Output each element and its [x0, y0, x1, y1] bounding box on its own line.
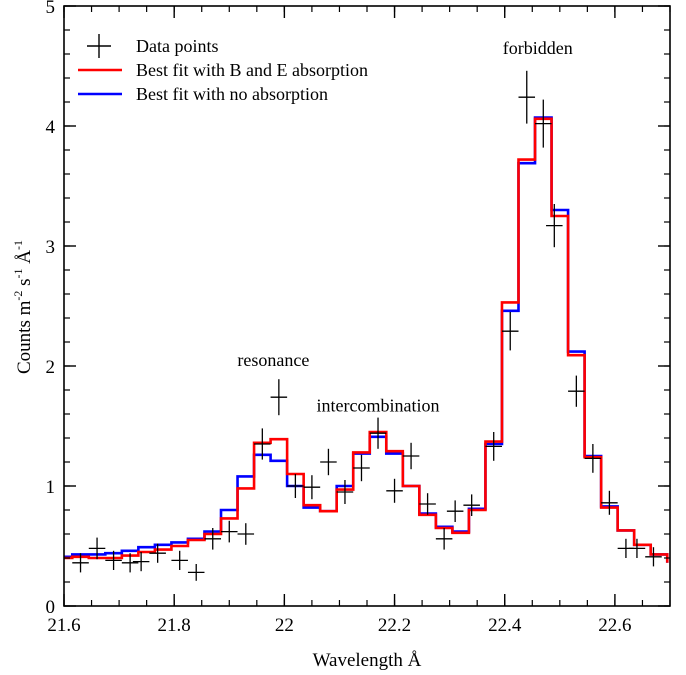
- data-point: [601, 490, 618, 515]
- annotation-resonance: resonance: [237, 350, 309, 370]
- data-point: [105, 550, 122, 570]
- data-point: [187, 564, 205, 581]
- y-tick-label: 0: [46, 597, 56, 618]
- data-point: [628, 538, 646, 558]
- data-point: [386, 478, 403, 503]
- legend-label-b-e-absorption: Best fit with B and E absorption: [136, 60, 368, 80]
- data-point: [568, 375, 585, 407]
- data-point: [204, 528, 222, 550]
- data-point: [171, 550, 188, 570]
- x-tick-label: 22.6: [598, 615, 631, 636]
- y-tick-label: 2: [46, 357, 56, 378]
- y-label-exp-a: -1: [11, 240, 25, 250]
- y-axis-label: Counts m-2 s-1 Å-1: [11, 240, 35, 374]
- data-point: [419, 493, 436, 515]
- series-data-points: [72, 70, 662, 581]
- data-point: [535, 99, 552, 148]
- data-point: [270, 379, 288, 416]
- data-point: [518, 70, 536, 124]
- step-line-red: [64, 117, 669, 563]
- y-label-angstrom: Å: [14, 250, 35, 269]
- data-point: [402, 442, 420, 470]
- data-point: [221, 520, 238, 543]
- y-tick-label: 3: [46, 237, 56, 258]
- data-point: [287, 474, 304, 498]
- series-b-e-absorption: [64, 117, 669, 563]
- data-point: [645, 547, 662, 567]
- y-tick-label: 5: [46, 0, 56, 18]
- data-point: [435, 528, 453, 550]
- series-no-absorption: [64, 116, 669, 563]
- data-point: [132, 552, 150, 572]
- x-tick-label: 21.8: [158, 615, 191, 636]
- y-tick-label: 4: [46, 117, 56, 138]
- legend-item-b-e-absorption: Best fit with B and E absorption: [78, 60, 368, 80]
- data-point: [336, 480, 354, 504]
- y-label-exp-s: -1: [11, 268, 25, 278]
- data-point: [254, 428, 271, 460]
- step-line-blue: [64, 116, 669, 563]
- data-point: [463, 494, 480, 516]
- data-point: [88, 537, 106, 560]
- x-tick-label: 22: [275, 615, 294, 636]
- data-point: [584, 444, 602, 473]
- data-point: [369, 417, 387, 449]
- legend-label-data-points: Data points: [136, 36, 219, 56]
- legend-item-no-absorption: Best fit with no absorption: [78, 84, 328, 104]
- x-tick-label: 22.4: [488, 615, 522, 636]
- data-point: [353, 454, 370, 482]
- y-label-seconds: s: [14, 278, 35, 290]
- legend-item-data-points: Data points: [87, 34, 219, 58]
- axis-tick-labels: 21.6 21.8 22 22.2 22.4 22.6 0 1 2 3 4 5: [46, 0, 632, 636]
- annotations: resonance intercombination forbidden: [237, 38, 572, 416]
- plot-area: [64, 70, 669, 581]
- x-axis-label: Wavelength Å: [313, 650, 422, 671]
- data-point: [72, 553, 89, 573]
- y-tick-label: 1: [46, 477, 56, 498]
- annotation-intercombination: intercombination: [317, 396, 440, 416]
- annotation-forbidden: forbidden: [503, 38, 573, 58]
- data-point: [446, 500, 464, 522]
- x-tick-label: 22.2: [378, 615, 411, 636]
- data-point: [546, 204, 563, 248]
- data-point: [320, 448, 337, 476]
- data-point: [485, 432, 502, 461]
- legend-label-no-absorption: Best fit with no absorption: [136, 84, 328, 104]
- x-tick-label: 21.6: [47, 615, 80, 636]
- axis-ticks: [63, 5, 671, 607]
- data-point: [303, 475, 321, 500]
- data-point: [149, 543, 166, 563]
- data-point: [501, 312, 519, 351]
- y-label-exp-m: -2: [11, 291, 25, 301]
- y-label-main: Counts m: [14, 300, 35, 374]
- data-point: [121, 553, 139, 573]
- data-point: [237, 523, 255, 545]
- legend: Data points Best fit with B and E absorp…: [78, 34, 368, 104]
